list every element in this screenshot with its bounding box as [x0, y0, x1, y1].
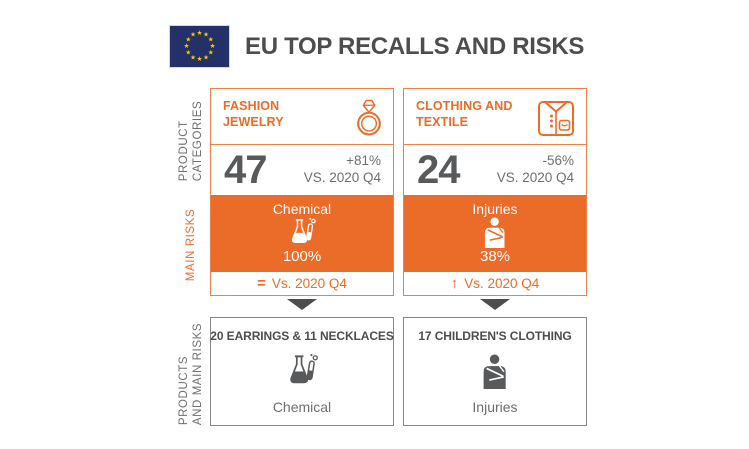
recall-change: -56% VS. 2020 Q4 — [497, 153, 574, 187]
recall-count: 24 — [417, 148, 460, 192]
equal-trend-icon: = — [257, 275, 266, 292]
column-fashion-jewelry: FASHION JEWELRY 47 +81% VS. 2020 Q4 Chem… — [210, 88, 394, 426]
eu-flag-icon: ★ ★ ★ ★ ★ ★ ★ ★ ★ ★ ★ ★ — [169, 25, 230, 68]
row-label-line: AND MAIN RISKS — [192, 322, 204, 426]
main-risk-percent: 38% — [479, 248, 511, 265]
ring-icon — [357, 99, 381, 136]
row-label-line: PRODUCT — [178, 120, 190, 182]
trend-label: Vs. 2020 Q4 — [271, 276, 347, 291]
main-risk-block: Injuries 38% — [404, 195, 586, 272]
shirt-icon — [538, 101, 574, 136]
injured-person-icon — [483, 354, 506, 389]
trend-label: Vs. 2020 Q4 — [464, 276, 540, 291]
chemical-flask-icon — [290, 354, 318, 384]
category-card-header: CLOTHING AND TEXTILE — [404, 89, 586, 145]
main-risk-block: Chemical 100% — [211, 195, 393, 272]
chemical-flask-icon — [291, 217, 316, 244]
up-arrow-trend-icon: ↑ — [450, 275, 459, 292]
change-percent: +81% — [346, 153, 381, 169]
recall-count: 47 — [224, 148, 267, 192]
row-label-line: CATEGORIES — [192, 100, 204, 182]
products-risk-label: Injuries — [472, 399, 518, 415]
category-card: CLOTHING AND TEXTILE 24 -56% VS. 2020 Q4 — [403, 88, 587, 296]
risk-trend-strip: ↑ Vs. 2020 Q4 — [404, 272, 586, 295]
change-reference: VS. 2020 Q4 — [496, 170, 574, 185]
arrow-down-icon — [287, 299, 317, 310]
recall-stats: 47 +81% VS. 2020 Q4 — [211, 145, 393, 195]
category-title: CLOTHING AND TEXTILE — [416, 99, 513, 130]
change-percent: -56% — [542, 153, 574, 169]
risk-trend-strip: = Vs. 2020 Q4 — [211, 272, 393, 295]
products-risk-label: Chemical — [272, 399, 332, 415]
page-title: EU TOP RECALLS AND RISKS — [245, 33, 585, 60]
row-label-products-and-main-risks: PRODUCTS AND MAIN RISKS — [177, 323, 205, 425]
products-title: 17 CHILDREN'S CLOTHING — [418, 329, 572, 343]
category-card: FASHION JEWELRY 47 +81% VS. 2020 Q4 Chem… — [210, 88, 394, 296]
column-clothing-textile: CLOTHING AND TEXTILE 24 -56% VS. 2020 Q4 — [403, 88, 587, 426]
change-reference: VS. 2020 Q4 — [303, 170, 381, 185]
products-title: 20 EARRINGS & 11 NECKLACES — [210, 329, 394, 343]
injured-person-icon — [484, 217, 505, 248]
products-card: 17 CHILDREN'S CLOTHING Injuries — [403, 317, 587, 426]
category-card-header: FASHION JEWELRY — [211, 89, 393, 145]
main-risk-label: Injuries — [472, 201, 518, 217]
recall-change: +81% VS. 2020 Q4 — [304, 153, 381, 187]
category-title: FASHION JEWELRY — [223, 99, 284, 130]
row-label-line: PRODUCTS — [178, 355, 190, 426]
recall-stats: 24 -56% VS. 2020 Q4 — [404, 145, 586, 195]
main-risk-label: Chemical — [272, 201, 332, 217]
main-risk-percent: 100% — [282, 248, 322, 265]
arrow-down-icon — [480, 299, 510, 310]
row-label-product-categories: PRODUCT CATEGORIES — [177, 101, 205, 182]
row-label-main-risks: MAIN RISKS — [185, 208, 197, 282]
products-card: 20 EARRINGS & 11 NECKLACES Chemical — [210, 317, 394, 426]
